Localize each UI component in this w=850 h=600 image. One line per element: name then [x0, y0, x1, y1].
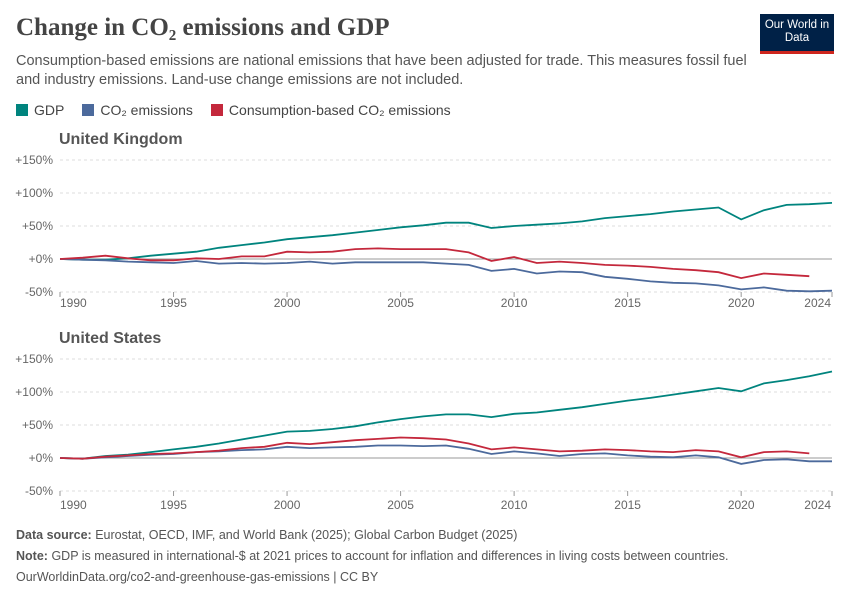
y-tick-label: +150% [15, 352, 53, 366]
legend-co2[interactable]: CO₂ emissions [82, 102, 193, 118]
series-line-consumption-based-co-emissions [59, 436, 810, 460]
x-tick-label: 1995 [160, 498, 187, 512]
series-line-co-emissions [59, 258, 833, 293]
chart-title: Change in CO₂ emissions and GDP [16, 14, 390, 41]
x-tick-label: 2000 [274, 498, 301, 512]
y-tick-label: +0% [29, 451, 54, 465]
series-line-gdp [59, 202, 833, 261]
y-tick-label: +50% [22, 219, 53, 233]
x-tick-label: 2000 [274, 296, 301, 310]
x-tick-label: 2020 [728, 498, 755, 512]
legend-gdp[interactable]: GDP [16, 102, 64, 118]
y-tick-label: +150% [15, 153, 53, 167]
y-tick-label: -50% [25, 285, 53, 299]
y-tick-label: -50% [25, 484, 53, 498]
x-tick-label: 1990 [60, 498, 87, 512]
x-tick-label: 2005 [387, 498, 414, 512]
footer-source: Data source: Eurostat, OECD, IMF, and Wo… [16, 528, 518, 542]
y-tick-label: +0% [29, 252, 54, 266]
owid-logo[interactable]: Our World in Data [760, 14, 834, 54]
x-tick-label: 2024 [804, 296, 831, 310]
x-tick-label: 1995 [160, 296, 187, 310]
y-tick-label: +50% [22, 418, 53, 432]
x-tick-label: 2020 [728, 296, 755, 310]
x-tick-label: 2015 [614, 296, 641, 310]
x-tick-label: 2024 [804, 498, 831, 512]
x-tick-label: 1990 [60, 296, 87, 310]
x-tick-label: 2010 [501, 296, 528, 310]
x-tick-label: 2005 [387, 296, 414, 310]
x-tick-label: 2010 [501, 498, 528, 512]
series-line-consumption-based-co-emissions [59, 247, 810, 280]
panel-title-uk: United Kingdom [59, 131, 183, 148]
chart-subtitle: Consumption-based emissions are national… [16, 53, 747, 88]
y-tick-label: +100% [15, 385, 53, 399]
panel-title-us: United States [59, 330, 162, 347]
legend: GDP CO₂ emissions Consumption-based CO₂ … [16, 102, 451, 118]
x-tick-label: 2015 [614, 498, 641, 512]
footer-url[interactable]: OurWorldinData.org/co2-and-greenhouse-ga… [16, 570, 379, 584]
y-tick-label: +100% [15, 186, 53, 200]
legend-consumption[interactable]: Consumption-based CO₂ emissions [210, 102, 451, 118]
footer-note: Note: GDP is measured in international-$… [16, 549, 729, 563]
series-line-gdp [59, 370, 833, 460]
